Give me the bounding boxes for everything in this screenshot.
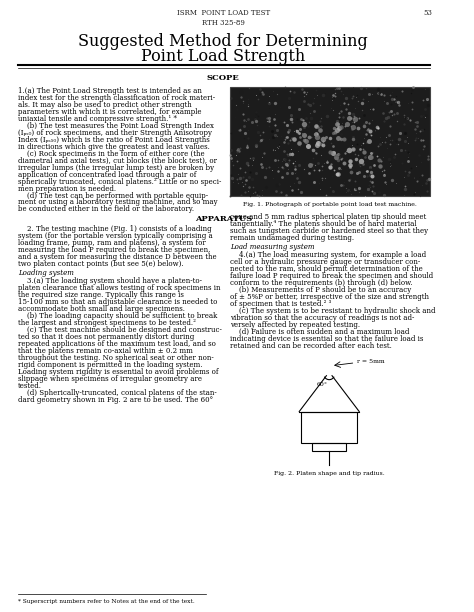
Text: 60°: 60°	[316, 382, 327, 387]
Text: 3.(a) The loading system should have a platen-to-: 3.(a) The loading system should have a p…	[18, 277, 202, 285]
Text: repeated applications of the maximum test load, and so: repeated applications of the maximum tes…	[18, 340, 216, 348]
Text: parameters with which it is correlated, for example: parameters with which it is correlated, …	[18, 108, 202, 116]
Text: RTH 325-89: RTH 325-89	[202, 20, 245, 28]
Text: als. It may also be used to predict other strength: als. It may also be used to predict othe…	[18, 101, 192, 109]
Text: tested.: tested.	[18, 382, 42, 390]
Text: (d) Failure is often sudden and a maximum load: (d) Failure is often sudden and a maximu…	[230, 328, 410, 336]
Text: application of concentrated load through a pair of: application of concentrated load through…	[18, 171, 197, 179]
Text: ted so that it does not permanently distort during: ted so that it does not permanently dist…	[18, 333, 194, 341]
Text: dard geometry shown in Fig. 2 are to be used. The 60°: dard geometry shown in Fig. 2 are to be …	[18, 395, 213, 403]
Text: 2. The testing machine (Fig. 1) consists of a loading: 2. The testing machine (Fig. 1) consists…	[18, 225, 212, 233]
Text: Suggested Method for Determining: Suggested Method for Determining	[79, 32, 368, 50]
Text: retained and can be recorded after each test.: retained and can be recorded after each …	[230, 342, 392, 350]
Text: that the platens remain co-axial within ± 0.2 mm: that the platens remain co-axial within …	[18, 347, 193, 355]
Text: r = 5mm: r = 5mm	[357, 359, 385, 364]
Text: nected to the ram, should permit determination of the: nected to the ram, should permit determi…	[230, 265, 423, 273]
Text: loading frame, pump, ram and platens), a system for: loading frame, pump, ram and platens), a…	[18, 239, 206, 247]
Text: 1.(a) The Point Load Strength test is intended as an: 1.(a) The Point Load Strength test is in…	[18, 87, 202, 95]
Text: (b) The test measures the Point Load Strength Index: (b) The test measures the Point Load Str…	[18, 122, 214, 130]
Text: 15-100 mm so that an adjustable clearance is needed to: 15-100 mm so that an adjustable clearanc…	[18, 298, 218, 306]
Text: diametral and axial tests), cut blocks (the block test), or: diametral and axial tests), cut blocks (…	[18, 157, 217, 165]
Text: vibration so that the accuracy of readings is not ad-: vibration so that the accuracy of readin…	[230, 314, 414, 322]
Text: uniaxial tensile and compressive strength.¹ *: uniaxial tensile and compressive strengt…	[18, 115, 177, 123]
Text: SCOPE: SCOPE	[207, 74, 240, 82]
Text: two platen contact points (but see 5(e) below).: two platen contact points (but see 5(e) …	[18, 260, 184, 268]
Text: the largest and strongest specimens to be tested.²: the largest and strongest specimens to b…	[18, 319, 196, 327]
Text: (d) The test can be performed with portable equip-: (d) The test can be performed with porta…	[18, 192, 209, 200]
Text: men preparation is needed.: men preparation is needed.	[18, 185, 117, 193]
Text: Fig. 1. Photograph of portable point load test machine.: Fig. 1. Photograph of portable point loa…	[243, 203, 417, 207]
Text: Fig. 2. Platen shape and tip radius.: Fig. 2. Platen shape and tip radius.	[274, 471, 384, 476]
Text: (d) Spherically-truncated, conical platens of the stan-: (d) Spherically-truncated, conical plate…	[18, 389, 217, 397]
Text: slippage when specimens of irregular geometry are: slippage when specimens of irregular geo…	[18, 375, 202, 382]
Bar	[301, 411, 357, 443]
Text: irregular lumps (the irregular lump test) are broken by: irregular lumps (the irregular lump test…	[18, 163, 214, 171]
Text: Loading system rigidity is essential to avoid problems of: Loading system rigidity is essential to …	[18, 368, 219, 376]
Text: of ± 5%P or better, irrespective of the size and strength: of ± 5%P or better, irrespective of the …	[230, 293, 429, 301]
Text: indicating device is essential so that the failure load is: indicating device is essential so that t…	[230, 335, 423, 343]
Text: accommodate both small and large specimens.: accommodate both small and large specime…	[18, 305, 185, 313]
Text: ment or using a laboratory testing machine, and so may: ment or using a laboratory testing machi…	[18, 198, 218, 206]
Text: in directions which give the greatest and least values.: in directions which give the greatest an…	[18, 143, 210, 151]
Text: Loading system: Loading system	[18, 269, 74, 277]
Text: Load measuring system: Load measuring system	[230, 244, 314, 252]
Text: (c) The test machine should be designed and construc-: (c) The test machine should be designed …	[18, 326, 222, 334]
Text: 53: 53	[423, 9, 432, 17]
Text: remain undamaged during testing.: remain undamaged during testing.	[230, 234, 354, 242]
Text: spherically truncated, conical platens.² Little or no speci-: spherically truncated, conical platens.²…	[18, 177, 222, 185]
Text: failure load P required to break the specimen and should: failure load P required to break the spe…	[230, 272, 433, 280]
Text: (c) Rock specimens in the form of either core (the: (c) Rock specimens in the form of either…	[18, 150, 205, 158]
Text: index test for the strength classification of rock materi-: index test for the strength classificati…	[18, 94, 215, 102]
Text: versely affected by repeated testing.: versely affected by repeated testing.	[230, 321, 360, 329]
Text: Index (Iₚₛ₅₀) which is the ratio of Point Load Strengths: Index (Iₚₛ₅₀) which is the ratio of Poin…	[18, 136, 210, 144]
Text: cell or a hydraulic pressure gauge or transducer con-: cell or a hydraulic pressure gauge or tr…	[230, 258, 420, 266]
Text: of specimen that is tested.² ³: of specimen that is tested.² ³	[230, 300, 331, 308]
Bar	[230, 87, 430, 196]
Text: ISRM  POINT LOAD TEST: ISRM POINT LOAD TEST	[177, 9, 270, 17]
Text: (c) The system is to be resistant to hydraulic shock and: (c) The system is to be resistant to hyd…	[230, 307, 436, 315]
Text: APPARATUS: APPARATUS	[195, 215, 252, 223]
Text: measuring the load P required to break the specimen,: measuring the load P required to break t…	[18, 246, 210, 254]
Text: cone and 5 mm radius spherical platen tip should meet: cone and 5 mm radius spherical platen ti…	[230, 214, 426, 222]
Text: * Superscript numbers refer to Notes at the end of the text.: * Superscript numbers refer to Notes at …	[18, 599, 195, 603]
Bar	[312, 443, 346, 451]
Text: system (for the portable version typically comprising a: system (for the portable version typical…	[18, 233, 213, 241]
Text: (b) Measurements of P should be to an accuracy: (b) Measurements of P should be to an ac…	[230, 286, 411, 294]
Text: tangentially.⁴ The platens should be of hard material: tangentially.⁴ The platens should be of …	[230, 220, 417, 228]
Text: throughout the testing. No spherical seat or other non-: throughout the testing. No spherical sea…	[18, 354, 214, 362]
Text: Point Load Strength: Point Load Strength	[141, 48, 306, 65]
Text: platen clearance that allows testing of rock specimens in: platen clearance that allows testing of …	[18, 284, 221, 292]
Text: 4.(a) The load measuring system, for example a load: 4.(a) The load measuring system, for exa…	[230, 252, 426, 259]
Text: the required size range. Typically this range is: the required size range. Typically this …	[18, 291, 184, 299]
Text: and a system for measuring the distance D between the: and a system for measuring the distance …	[18, 253, 217, 261]
Text: conform to the requirements (b) through (d) below.: conform to the requirements (b) through …	[230, 279, 412, 287]
Text: such as tungsten carbide or hardened steel so that they: such as tungsten carbide or hardened ste…	[230, 228, 428, 236]
Text: (Iₚₛ₀) of rock specimens, and their Strength Anisotropy: (Iₚₛ₀) of rock specimens, and their Stre…	[18, 129, 212, 137]
Text: (b) The loading capacity should be sufficient to break: (b) The loading capacity should be suffi…	[18, 312, 218, 320]
Text: be conducted either in the field or the laboratory.: be conducted either in the field or the …	[18, 206, 194, 214]
Text: rigid component is permitted in the loading system.: rigid component is permitted in the load…	[18, 360, 203, 369]
